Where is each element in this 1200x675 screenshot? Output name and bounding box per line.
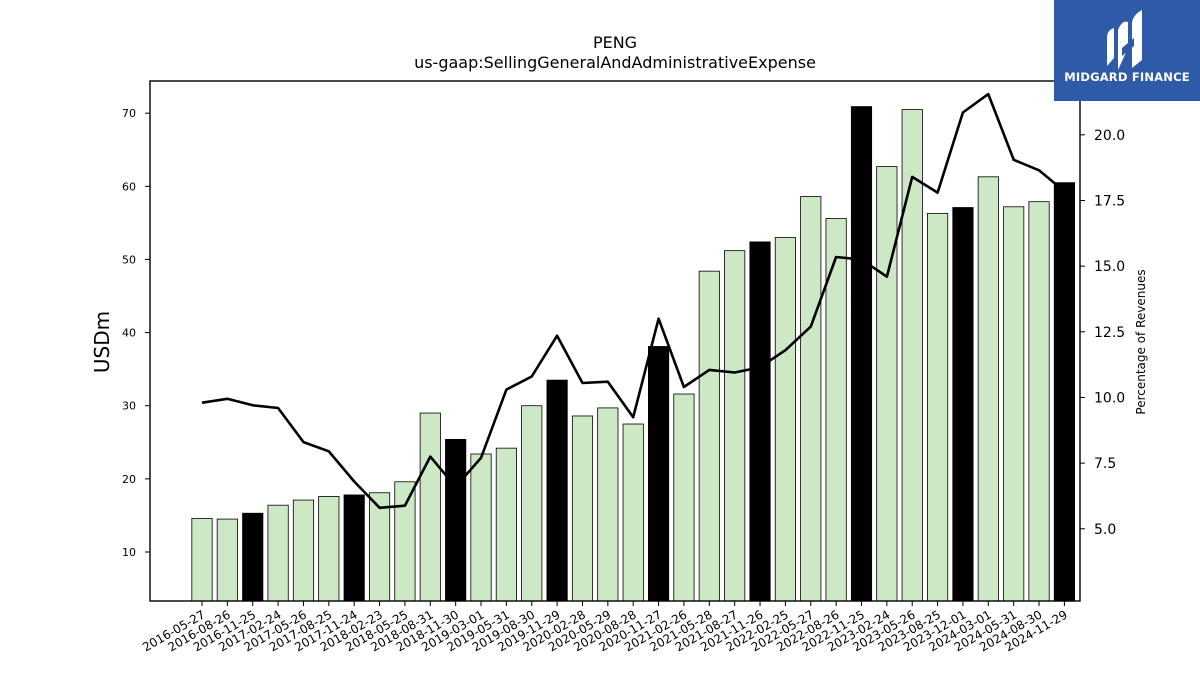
bar [876,166,898,602]
bar [774,237,796,602]
y2-tick-label: 10.0 [1094,390,1125,406]
percentage-line [201,92,1066,510]
y-tick-label: 40 [122,327,136,340]
bar [850,106,873,602]
plot-frame [149,80,1081,602]
bar [419,412,441,602]
bar [546,379,568,602]
bar [470,453,492,602]
y-axis-label: USDm [90,311,114,373]
line-series [201,92,1066,510]
bar [673,393,695,602]
bar [927,212,949,602]
bar [1053,182,1075,602]
bar-series [191,106,1075,602]
brand-name: MIDGARD FINANCE [1064,70,1190,84]
y2-tick-label: 5.0 [1094,522,1116,538]
y2-tick-label: 12.5 [1094,325,1125,341]
bar [800,196,822,602]
y-tick-label: 60 [122,180,136,193]
bar [318,496,340,602]
bar [597,407,619,602]
bar [191,517,213,602]
bar [1028,201,1050,602]
bar [724,250,746,602]
bar [267,504,289,602]
y2-tick-label: 17.5 [1094,193,1125,209]
bar [571,415,594,602]
bar [343,494,365,602]
bar [292,499,315,602]
bar [749,241,771,602]
bar [901,109,923,602]
y-tick-label: 50 [122,253,136,266]
chart-title: PENG [593,33,637,52]
bar [698,270,720,602]
bar [647,346,670,602]
bar [242,512,264,602]
bar [1003,206,1025,602]
bar [216,518,238,602]
y2-tick-label: 15.0 [1094,259,1125,275]
y2-tick-label: 20.0 [1094,128,1125,144]
bar [977,176,999,602]
bar [445,438,467,602]
y2-tick-label: 7.5 [1094,456,1116,472]
bar [952,207,974,602]
brand-logo: MIDGARD FINANCE [1054,0,1200,101]
chart-subtitle: us-gaap:SellingGeneralAndAdministrativeE… [414,53,816,72]
y-tick-label: 10 [122,546,136,559]
axes: 10 20 30 40 50 60 70 5.0 7.5 10.0 12.5 15.0 17.5 20.0… [122,80,1125,654]
midgard-logo-icon [1107,10,1142,70]
bar [495,447,517,602]
y-tick-label: 20 [122,473,136,486]
bar [394,481,416,602]
y-tick-label: 70 [122,107,136,120]
y-tick-label: 30 [122,400,136,413]
bar [622,423,644,602]
y2-axis-label: Percentage of Revenues [1134,269,1148,414]
bar [521,405,543,602]
